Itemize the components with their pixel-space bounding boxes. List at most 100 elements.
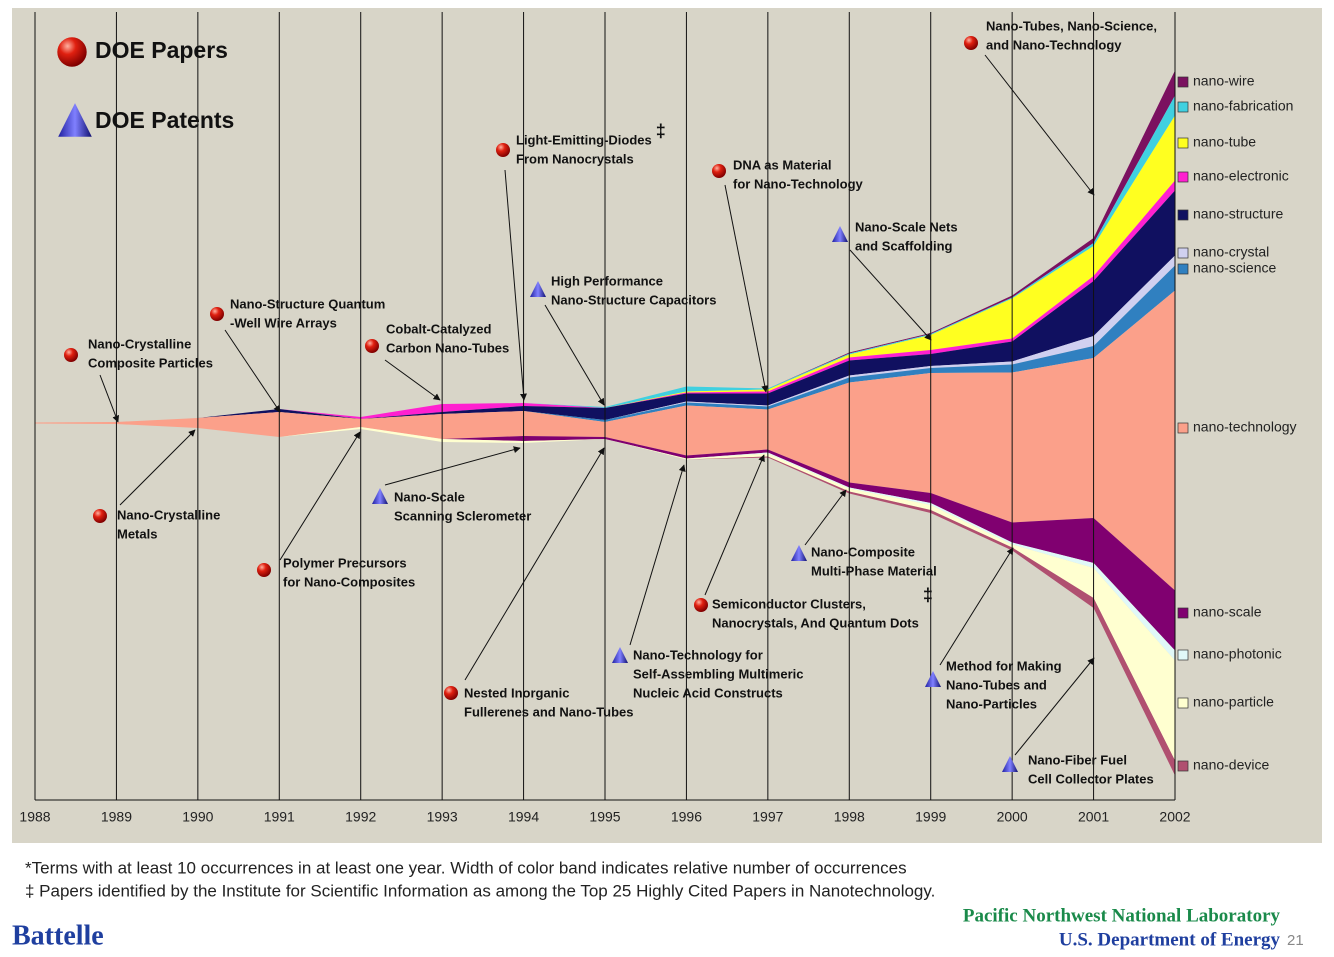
paper-marker	[694, 598, 708, 612]
annotation-arrow	[804, 489, 847, 546]
x-tick-label: 1993	[427, 809, 458, 825]
patent-marker	[372, 488, 388, 504]
plot: 1988 1989 1990 1991 1992 1993 1994 1995 1996 1997…	[19, 12, 1297, 825]
annotation-arrow	[704, 454, 765, 596]
annotation-text: Semiconductor Clusters,	[712, 596, 866, 611]
annotation-text: Nano-Fiber Fuel	[1028, 752, 1127, 767]
legend-label: nano-structure	[1193, 206, 1283, 222]
page-number: 21	[1287, 932, 1304, 949]
annotation-text: Nanocrystals, And Quantum Dots	[712, 615, 919, 630]
annotation-text: Nano-Scale Nets	[855, 219, 958, 234]
annotation-text: Nano-Scale	[394, 489, 465, 504]
annotation-arrow	[119, 429, 196, 506]
legend-label: nano-tube	[1193, 134, 1256, 150]
annotation-text: -Well Wire Arrays	[230, 315, 337, 330]
patent-marker	[832, 226, 848, 242]
annotation-text: High Performance	[551, 273, 663, 288]
annotation-arrow	[544, 304, 605, 406]
paper-marker	[964, 36, 978, 50]
annotation-text: From Nanocrystals	[516, 151, 634, 166]
x-tick-label: 2000	[997, 809, 1028, 825]
paper-marker	[210, 307, 224, 321]
annotation-arrow	[939, 547, 1014, 666]
annotation-arrow	[384, 446, 521, 486]
legend-swatch	[1177, 209, 1189, 221]
x-tick-label: 1992	[345, 809, 376, 825]
patent-marker	[612, 647, 628, 663]
legend-swatch	[1177, 422, 1189, 434]
annotation-text: Self-Assembling Multimeric	[633, 666, 803, 681]
annotation-text: Scanning Sclerometer	[394, 508, 531, 523]
annotation-text: for Nano-Composites	[283, 574, 415, 589]
paper-marker	[712, 164, 726, 178]
legend-label: nano-electronic	[1193, 168, 1289, 184]
annotation-arrow	[279, 431, 361, 561]
legend-label: nano-scale	[1193, 604, 1262, 620]
x-tick-label: 1997	[752, 809, 783, 825]
annotation-text: Light-Emitting-Diodes	[516, 132, 652, 147]
legend-swatch	[1177, 101, 1189, 113]
annotation-arrow	[849, 249, 932, 341]
legend-swatch	[1177, 649, 1189, 661]
legend-swatch	[1177, 263, 1189, 275]
annotation-text: Metals	[117, 526, 157, 541]
patent-marker	[58, 103, 92, 137]
patent-marker	[925, 671, 941, 687]
annotation-mark: ‡	[923, 585, 933, 605]
annotation-text: Carbon Nano-Tubes	[386, 340, 509, 355]
legend-swatch	[1177, 247, 1189, 259]
annotation-text: for Nano-Technology	[733, 176, 864, 191]
legend-swatch	[1177, 760, 1189, 772]
legend-label: nano-crystal	[1193, 244, 1269, 260]
legend-label: nano-particle	[1193, 694, 1274, 710]
paper-marker	[57, 37, 87, 67]
annotation-text: Nano-Crystalline	[88, 336, 191, 351]
annotation-text: Nano-Crystalline	[117, 507, 220, 522]
patent-marker	[1002, 756, 1018, 772]
annotation-text: Polymer Precursors	[283, 555, 407, 570]
legend-label: nano-wire	[1193, 73, 1255, 89]
annotation-text: Nested Inorganic	[464, 685, 569, 700]
annotation-text: Fullerenes and Nano-Tubes	[464, 704, 634, 719]
x-tick-label: 1988	[19, 809, 50, 825]
annotation-text: Nano-Composite	[811, 544, 915, 559]
patent-marker	[791, 545, 807, 561]
legend-swatch	[1177, 76, 1189, 88]
annotation-text: Cobalt-Catalyzed	[386, 321, 492, 336]
key-label: DOE Papers	[95, 37, 228, 63]
lab-name: Pacific Northwest National Laboratory	[963, 905, 1281, 926]
logo: Battelle	[12, 920, 104, 951]
paper-marker	[257, 563, 271, 577]
x-tick-label: 1998	[834, 809, 865, 825]
legend-swatch	[1177, 171, 1189, 183]
x-tick-label: 1996	[671, 809, 702, 825]
annotation-arrow	[984, 54, 1095, 196]
paper-marker	[444, 686, 458, 700]
annotation-text: Multi-Phase Material	[811, 563, 937, 578]
annotation-text: DNA as Material	[733, 157, 832, 172]
x-tick-label: 1989	[101, 809, 132, 825]
annotation-text: Cell Collector Plates	[1028, 771, 1154, 786]
annotation-text: Nano-Tubes and	[946, 677, 1047, 692]
annotation-arrow	[384, 359, 441, 401]
legend-label: nano-device	[1193, 757, 1269, 773]
paper-marker	[496, 143, 510, 157]
department: U.S. Department of Energy	[1059, 929, 1281, 950]
paper-marker	[64, 348, 78, 362]
annotation-arrow	[224, 329, 281, 413]
paper-marker	[93, 509, 107, 523]
stream-band	[35, 190, 1175, 423]
annotation-text: Nano-Structure Quantum	[230, 296, 385, 311]
footnote: *Terms with at least 10 occurrences in a…	[25, 858, 907, 877]
annotation-text: Method for Making	[946, 658, 1062, 673]
patent-marker	[530, 281, 546, 297]
annotation-mark: ‡	[656, 121, 666, 141]
footnote: ‡ Papers identified by the Institute for…	[25, 881, 935, 900]
annotation-text: Nano-Tubes, Nano-Science,	[986, 18, 1157, 33]
annotation-arrow	[99, 374, 120, 423]
annotation-text: Nano-Structure Capacitors	[551, 292, 716, 307]
annotation-text: and Scaffolding	[855, 238, 953, 253]
x-tick-label: 1999	[915, 809, 946, 825]
x-tick-label: 2001	[1078, 809, 1109, 825]
